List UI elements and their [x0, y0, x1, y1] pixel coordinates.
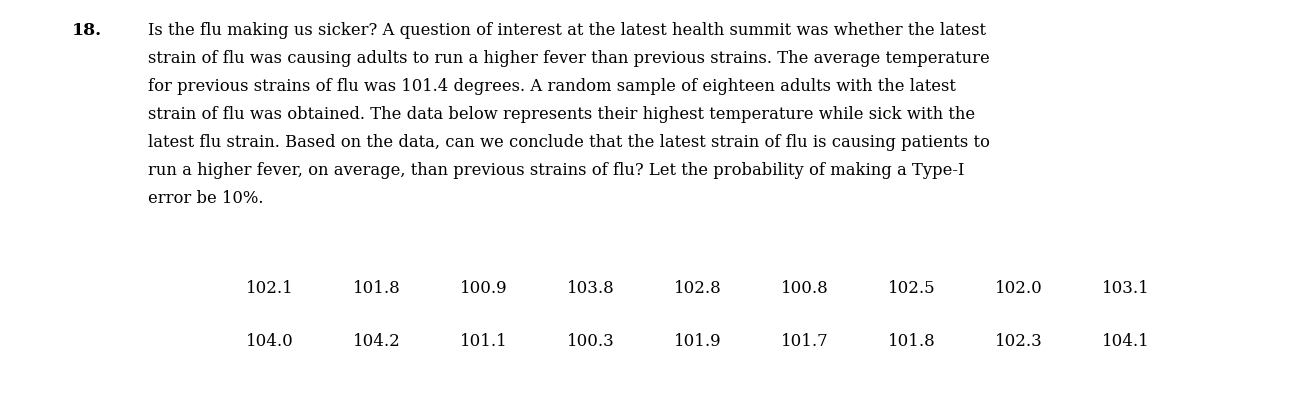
Text: 101.7: 101.7: [781, 333, 829, 350]
Text: 102.3: 102.3: [995, 333, 1043, 350]
Text: strain of flu was obtained. The data below represents their highest temperature : strain of flu was obtained. The data bel…: [148, 106, 976, 123]
Text: 101.9: 101.9: [674, 333, 722, 350]
Text: 101.1: 101.1: [461, 333, 507, 350]
Text: 100.8: 100.8: [781, 280, 829, 297]
Text: run a higher fever, on average, than previous strains of flu? Let the probabilit: run a higher fever, on average, than pre…: [148, 162, 964, 179]
Text: 102.0: 102.0: [995, 280, 1043, 297]
Text: 103.1: 103.1: [1102, 280, 1150, 297]
Text: 101.8: 101.8: [353, 280, 401, 297]
Text: Is the flu making us sicker? A question of interest at the latest health summit : Is the flu making us sicker? A question …: [148, 22, 986, 39]
Text: 104.0: 104.0: [246, 333, 294, 350]
Text: 102.1: 102.1: [246, 280, 294, 297]
Text: for previous strains of flu was 101.4 degrees. A random sample of eighteen adult: for previous strains of flu was 101.4 de…: [148, 78, 956, 95]
Text: 102.8: 102.8: [674, 280, 722, 297]
Text: 18.: 18.: [72, 22, 101, 39]
Text: 103.8: 103.8: [567, 280, 615, 297]
Text: error be 10%.: error be 10%.: [148, 190, 264, 207]
Text: 100.9: 100.9: [461, 280, 507, 297]
Text: 104.2: 104.2: [353, 333, 401, 350]
Text: 100.3: 100.3: [567, 333, 615, 350]
Text: latest flu strain. Based on the data, can we conclude that the latest strain of : latest flu strain. Based on the data, ca…: [148, 134, 990, 151]
Text: 102.5: 102.5: [889, 280, 935, 297]
Text: strain of flu was causing adults to run a higher fever than previous strains. Th: strain of flu was causing adults to run …: [148, 50, 990, 67]
Text: 104.1: 104.1: [1102, 333, 1150, 350]
Text: 101.8: 101.8: [889, 333, 935, 350]
